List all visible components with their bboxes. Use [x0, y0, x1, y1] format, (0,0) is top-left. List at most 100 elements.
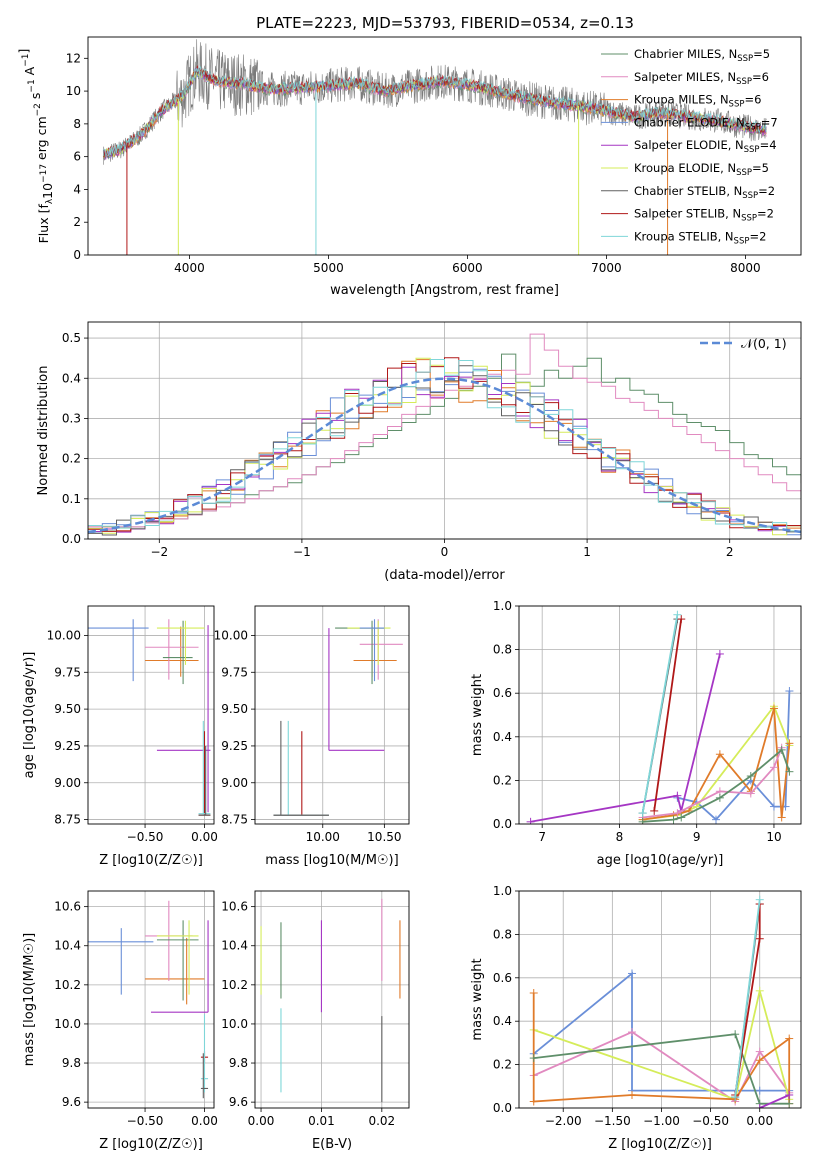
y-tick-label: 9.50 [221, 702, 248, 716]
x-tick-label: 0.00 [191, 830, 218, 844]
axes-frame [87, 605, 215, 825]
age-vs-metallicity-panel: −0.50 0.00 8.75 9.00 9.25 9.50 9.75 10.00 Z [log… [22, 605, 218, 868]
y-tick-label: 0.4 [493, 730, 512, 744]
axes-frame [254, 890, 410, 1109]
x-axis-label: age [log10(age/yr)] [597, 853, 724, 868]
axes-frame [518, 605, 802, 825]
y-tick-label: 1.0 [493, 599, 512, 613]
x-tick-label: 0 [441, 545, 449, 559]
normal-curve-line [88, 377, 801, 534]
legend-label: Chabrier MILES, NSSP=5 [634, 47, 770, 64]
axes-frame [87, 890, 215, 1109]
y-tick-label: 10 [66, 84, 81, 98]
y-tick-label: 0.2 [493, 1058, 512, 1072]
x-tick-label: 4000 [174, 261, 205, 275]
y-tick-label: 0.0 [493, 817, 512, 831]
x-tick-label: −0.50 [692, 1114, 729, 1128]
y-tick-label: 0.2 [62, 452, 81, 466]
x-tick-label: 8000 [730, 261, 761, 275]
y-tick-label: 8.75 [221, 813, 248, 827]
x-tick-label: 0.00 [248, 1114, 275, 1128]
y-tick-label: 10.0 [54, 1017, 81, 1031]
spectrum-panel: 4000 5000 6000 7000 8000 0 2 4 6 8 10 12 wavelength … [16, 36, 802, 298]
y-tick-label: 0.3 [62, 411, 81, 425]
legend-label: Chabrier ELODIE, NSSP=7 [634, 115, 778, 132]
weight-series-line [533, 990, 791, 1101]
y-tick-label: 10.6 [221, 900, 248, 914]
y-tick-label: 8 [73, 117, 81, 131]
y-axis-label: mass weight [470, 674, 485, 756]
age-vs-mass-panel: 10.00 10.50 8.75 9.00 9.25 9.50 9.75 10.00 mass … [214, 605, 410, 868]
weight-series-line [734, 899, 761, 1098]
legend-label: 𝒩(0, 1) [741, 336, 787, 351]
y-tick-label: 9.25 [221, 739, 248, 753]
x-axis-label: Z [log10(Z/Z☉)] [99, 853, 203, 868]
legend-label: Salpeter STELIB, NSSP=2 [634, 207, 774, 224]
legend-label: Salpeter ELODIE, NSSP=4 [634, 138, 777, 155]
y-axis-label: Normed distribution [36, 366, 51, 496]
y-tick-label: 0.4 [493, 1014, 512, 1028]
axes-frame [87, 36, 802, 256]
axes-frame [254, 605, 410, 825]
legend-label: Chabrier STELIB, NSSP=2 [634, 184, 775, 201]
x-tick-label: −2 [150, 545, 168, 559]
x-tick-label: 2 [726, 545, 734, 559]
y-tick-label: 0.5 [62, 331, 81, 345]
x-tick-label: 10 [766, 830, 781, 844]
histogram-step-line [88, 333, 801, 528]
mass-vs-metallicity-panel: −0.50 0.00 9.6 9.8 10.0 10.2 10.4 10.6 Z [log10(… [22, 890, 218, 1152]
y-tick-label: 9.8 [62, 1056, 81, 1070]
y-axis-label: mass [log10(M/M☉)] [22, 933, 37, 1066]
x-tick-label: −0.50 [127, 830, 164, 844]
weight-vs-metallicity-panel: −2.00 −1.50 −1.00 −0.50 0.00 0.0 0.2 0.4 0.6 0.8 1… [470, 884, 802, 1152]
plot-area [273, 619, 403, 816]
y-tick-label: 8.75 [54, 813, 81, 827]
y-tick-label: 9.6 [62, 1095, 81, 1109]
y-tick-label: 10.00 [214, 628, 248, 642]
y-tick-label: 10.4 [221, 939, 248, 953]
y-axis-label: mass weight [470, 958, 485, 1040]
y-tick-label: 9.50 [54, 702, 81, 716]
axes-frame [87, 321, 802, 540]
y-tick-label: 1.0 [493, 884, 512, 898]
legend-label: Kroupa ELODIE, NSSP=5 [634, 161, 769, 178]
mass-vs-ebv-panel: 0.00 0.01 0.02 9.6 9.8 10.0 10.2 10.4 10.6 E(B-V) [221, 890, 410, 1152]
x-tick-label: 1 [583, 545, 591, 559]
y-axis-label: age [log10(age/yr)] [22, 652, 37, 779]
y-tick-label: 9.8 [229, 1056, 248, 1070]
weight-series-line [641, 614, 679, 814]
y-tick-label: 0 [73, 248, 81, 262]
x-tick-label: 8 [616, 830, 624, 844]
y-tick-label: 0.1 [62, 492, 81, 506]
plot-area [526, 610, 794, 824]
x-axis-label: wavelength [Angstrom, rest frame] [330, 283, 559, 298]
plot-area [260, 898, 401, 1103]
y-tick-label: 10.2 [54, 978, 81, 992]
y-tick-label: 9.75 [54, 665, 81, 679]
x-tick-label: 0.01 [308, 1114, 335, 1128]
weight-series-line [653, 618, 683, 812]
y-tick-label: 9.00 [221, 776, 248, 790]
x-axis-label: mass [log10(M/M☉)] [265, 853, 398, 868]
x-tick-label: 5000 [313, 261, 344, 275]
x-tick-label: −2.00 [545, 1114, 582, 1128]
plot-area [529, 895, 794, 1108]
y-tick-label: 10.00 [47, 628, 81, 642]
x-tick-label: −1.50 [594, 1114, 631, 1128]
x-axis-label: E(B-V) [312, 1137, 352, 1152]
y-tick-label: 12 [66, 51, 81, 65]
x-tick-label: 6000 [452, 261, 483, 275]
legend-label: Kroupa MILES, NSSP=6 [634, 93, 761, 110]
y-tick-label: 10.4 [54, 939, 81, 953]
weight-series-line [530, 653, 721, 823]
y-tick-label: 4 [73, 182, 81, 196]
x-tick-label: 0.02 [368, 1114, 395, 1128]
x-tick-label: 0.00 [746, 1114, 773, 1128]
x-tick-label: 9 [693, 830, 701, 844]
y-tick-label: 0.0 [62, 532, 81, 546]
axes-frame [518, 890, 802, 1109]
y-tick-label: 6 [73, 150, 81, 164]
x-tick-label: −1 [293, 545, 311, 559]
y-tick-label: 0.6 [493, 971, 512, 985]
y-axis-label: Flux [fλ10−17 erg cm−2 s−1 A−1] [16, 49, 55, 244]
